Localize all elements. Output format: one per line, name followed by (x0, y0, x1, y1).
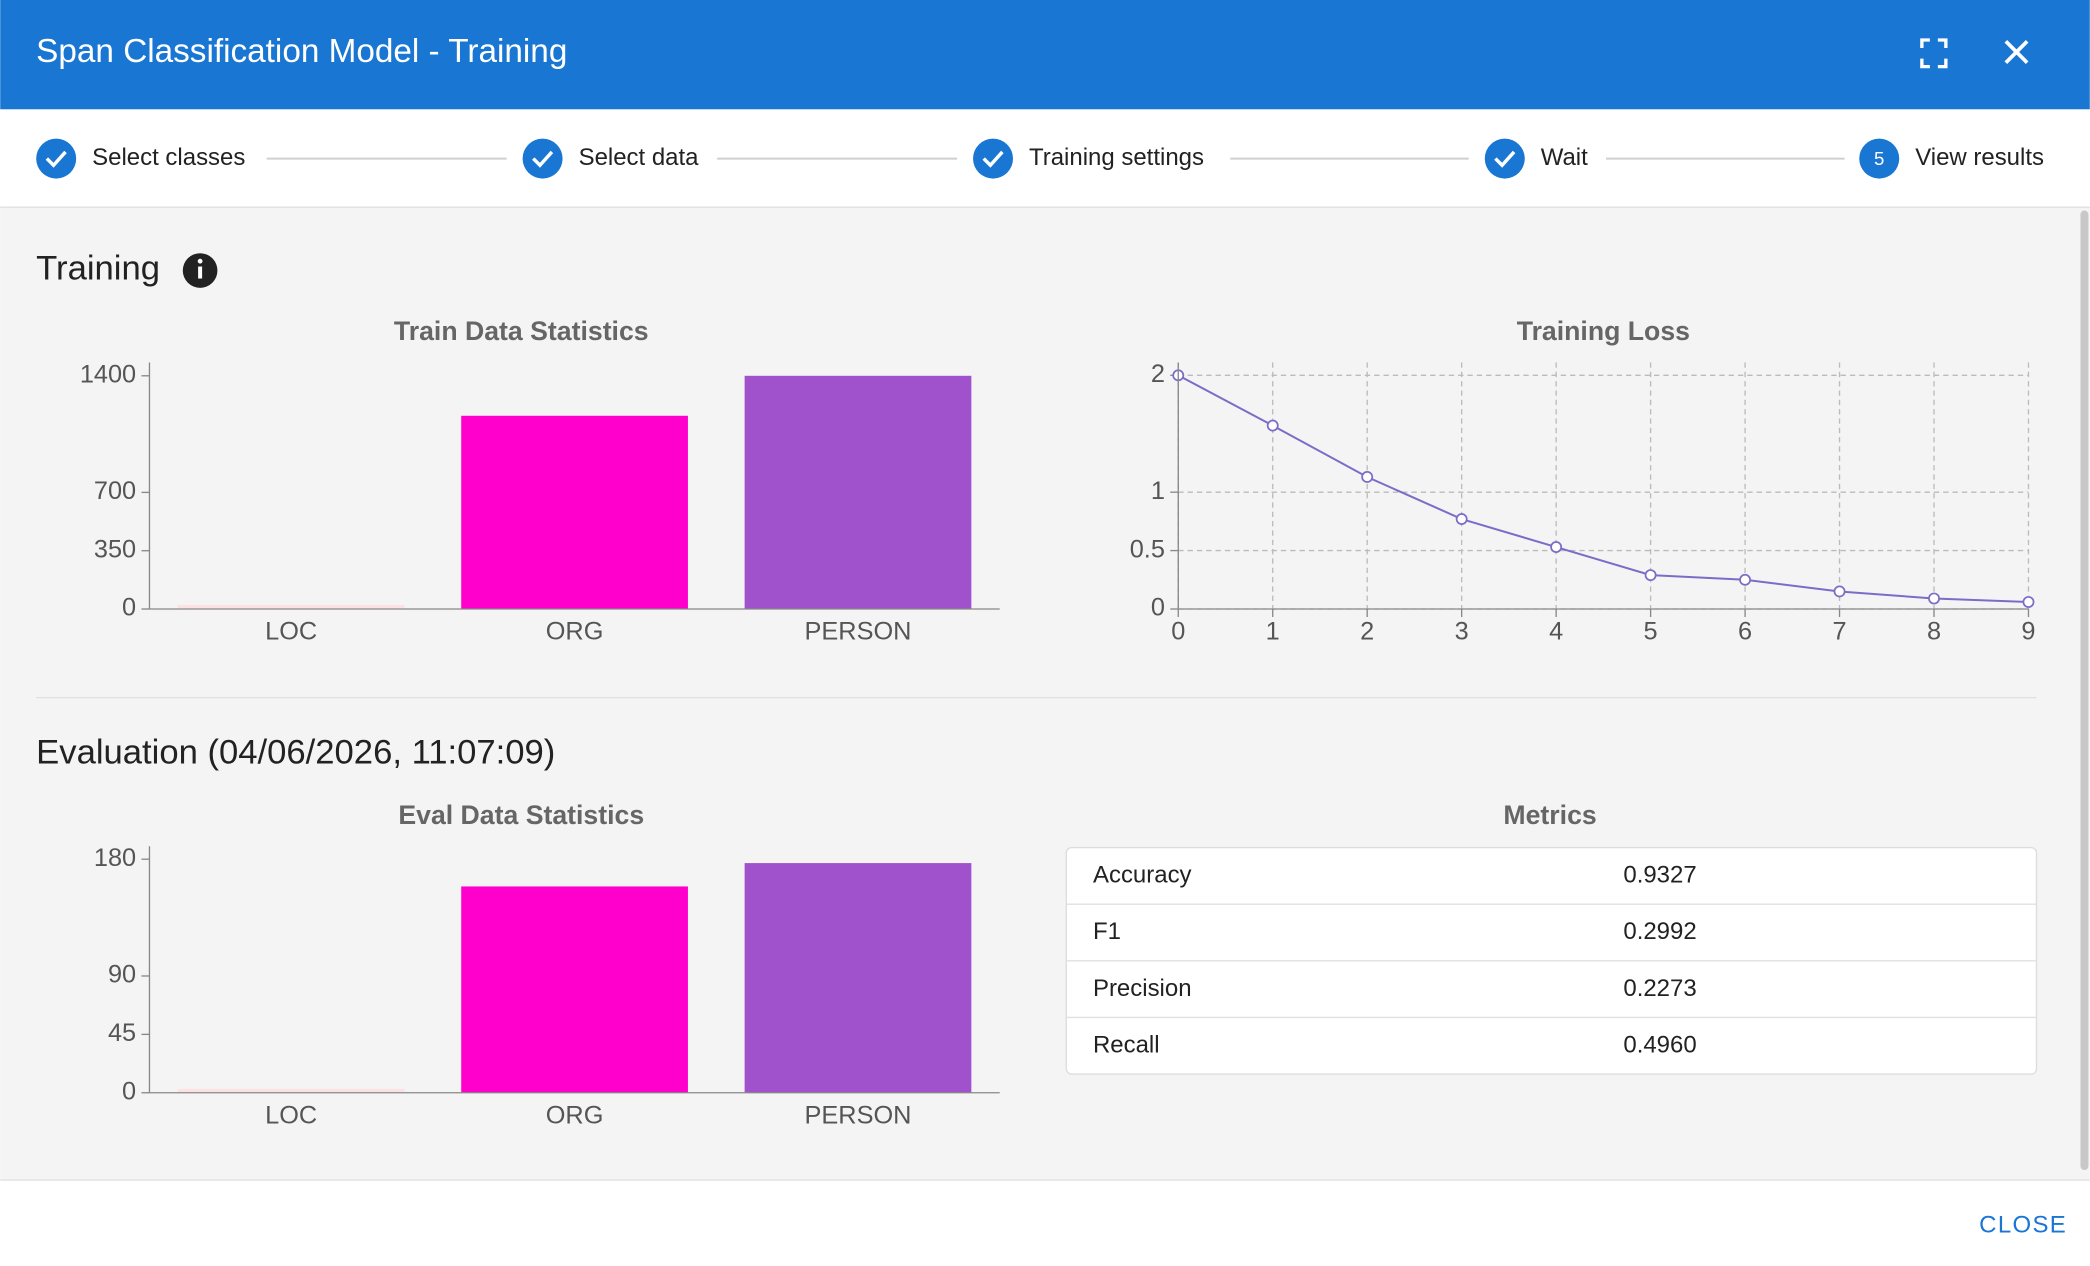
check-mark (532, 150, 554, 168)
header (0, 0, 2090, 110)
step-number: 5 (1874, 148, 1884, 169)
table-cell: 0.9327 (1623, 862, 1696, 889)
x-tick-label: 3 (1455, 618, 1469, 646)
x-tick-label: ORG (546, 618, 604, 646)
table-title: Metrics (1503, 800, 1596, 830)
bar (461, 415, 688, 610)
loss-point (1644, 569, 1657, 582)
y-tick-label: 700 (94, 477, 136, 505)
table-cell: 0.2992 (1623, 918, 1696, 945)
scrollbar[interactable] (2080, 210, 2089, 1171)
x-tick-label: 0 (1171, 618, 1185, 646)
step-icon (973, 138, 1014, 179)
step-label: Select data (579, 144, 700, 171)
x-tick-label: 4 (1549, 618, 1563, 646)
x-tick-label: PERSON (805, 1101, 912, 1129)
loss-point (1361, 471, 1374, 483)
step-label: Select classes (92, 144, 245, 171)
bar (461, 886, 688, 1093)
bar (744, 863, 972, 1093)
table-cell: Precision (1093, 975, 1192, 1002)
chart-title: Training Loss (1517, 316, 1690, 346)
dialog-title: Span Classification Model - Training (36, 33, 567, 70)
step-label: Wait (1541, 144, 1588, 171)
x-tick-label: 6 (1738, 618, 1752, 646)
step-icon (1484, 138, 1525, 179)
check-mark (982, 150, 1004, 168)
loss-point (1928, 592, 1940, 605)
x-tick-label: 9 (2021, 618, 2035, 646)
y-tick-label: 0 (1151, 594, 1165, 622)
x-tick-label: 1 (1266, 618, 1280, 646)
step-icon (36, 138, 77, 179)
x-tick-label: 7 (1833, 618, 1847, 646)
loss-point (1455, 513, 1468, 525)
bar (177, 604, 405, 610)
table-cell: 0.2273 (1623, 975, 1696, 1002)
step-label: View results (1915, 144, 2044, 171)
y-tick-label: 0 (122, 1077, 136, 1105)
close-button[interactable]: CLOSE (1979, 1211, 2067, 1238)
y-tick-label: 1 (1151, 477, 1165, 505)
chart-title: Train Data Statistics (394, 316, 649, 346)
loss-point (1550, 541, 1563, 554)
section-heading: Training (36, 250, 160, 288)
y-tick-label: 90 (108, 961, 136, 989)
step-icon (1859, 138, 1900, 179)
bar (744, 375, 972, 610)
step-icon (522, 138, 563, 179)
y-tick-label: 0 (122, 594, 136, 622)
check-mark (1494, 150, 1516, 168)
x-tick-label: LOC (265, 618, 317, 646)
x-tick-label: ORG (546, 1101, 604, 1129)
loss-point (1833, 585, 1846, 598)
y-tick-label: 45 (108, 1019, 136, 1047)
x-tick-label: PERSON (805, 618, 912, 646)
x-tick-label: 5 (1644, 618, 1658, 646)
section-heading: Evaluation (04/06/2026, 11:07:09) (36, 733, 555, 771)
x-tick-label: 8 (1927, 618, 1941, 646)
close-icon-button[interactable] (2004, 39, 2029, 64)
table-cell: Recall (1093, 1031, 1160, 1058)
bar (177, 1088, 405, 1093)
loss-point (2022, 596, 2035, 608)
loss-line (1177, 374, 2029, 604)
info-icon[interactable] (182, 253, 218, 288)
fullscreen-button[interactable] (1920, 38, 1948, 69)
loss-point (1266, 419, 1279, 432)
chart-title: Eval Data Statistics (398, 800, 644, 830)
table-cell: F1 (1093, 918, 1121, 945)
y-tick-label: 2 (1151, 360, 1165, 388)
y-tick-label: 180 (94, 844, 136, 872)
table-cell: 0.4960 (1623, 1031, 1696, 1058)
loss-point (1739, 573, 1752, 586)
y-tick-label: 0.5 (1130, 535, 1165, 563)
step-label: Training settings (1029, 144, 1204, 171)
y-tick-label: 350 (94, 535, 136, 563)
check-mark (45, 150, 67, 168)
x-tick-label: 2 (1360, 618, 1374, 646)
table-cell: Accuracy (1093, 862, 1192, 889)
y-tick-label: 1400 (80, 360, 136, 388)
x-tick-label: LOC (265, 1101, 317, 1129)
